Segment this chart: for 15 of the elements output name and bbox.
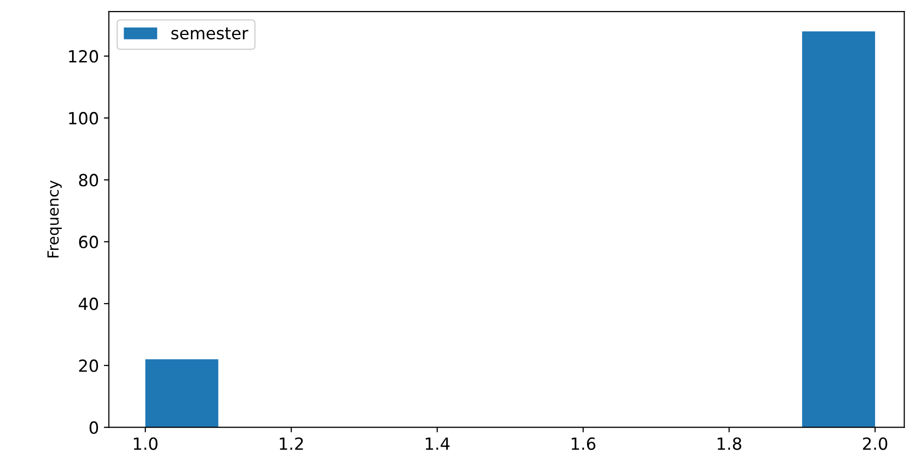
x-tick-label: 1.8 bbox=[718, 437, 742, 450]
y-tick-label: 0 bbox=[90, 421, 98, 434]
x-tick-label: 1.2 bbox=[280, 437, 303, 450]
y-tick-label: 20 bbox=[79, 359, 98, 372]
legend-label: semester bbox=[171, 28, 248, 40]
y-tick-label: 40 bbox=[78, 298, 98, 310]
y-tick-label: 100 bbox=[69, 112, 98, 125]
x-tick-label: 1.6 bbox=[572, 437, 596, 450]
y-tick-label: 80 bbox=[79, 174, 98, 186]
y-axis-title: Frequency bbox=[47, 180, 62, 258]
x-tick-label: 1.4 bbox=[426, 438, 450, 450]
y-tick-label: 120 bbox=[69, 50, 98, 63]
x-tick-label: 2.0 bbox=[863, 437, 888, 450]
x-tick-label: 1.0 bbox=[134, 437, 158, 450]
y-tick-label: 60 bbox=[79, 236, 98, 248]
